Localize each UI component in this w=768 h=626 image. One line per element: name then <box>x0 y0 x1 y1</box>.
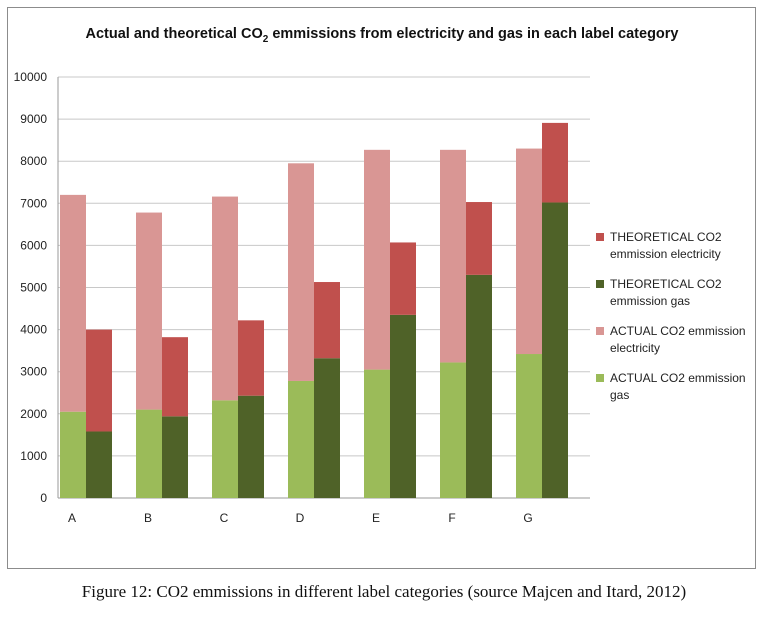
bar-actual-actual-co2-emmission-gas-f <box>440 362 466 498</box>
bar-actual-actual-co2-emmission-gas-g <box>516 354 542 498</box>
y-tick-label: 1000 <box>20 449 47 463</box>
bar-theoretical-theoretical-co2-emmission-gas-c <box>238 395 264 498</box>
bar-actual-actual-co2-emmission-electricity-g <box>516 148 542 355</box>
y-tick-label: 9000 <box>20 112 47 126</box>
x-tick-label-g: G <box>523 511 532 525</box>
bar-theoretical-theoretical-co2-emmission-electricity-b <box>162 337 188 417</box>
bar-actual-actual-co2-emmission-electricity-e <box>364 149 390 370</box>
bar-theoretical-theoretical-co2-emmission-electricity-a <box>86 329 112 432</box>
y-tick-label: 4000 <box>20 323 47 337</box>
figure-caption: Figure 12: CO2 emmissions in different l… <box>81 582 687 601</box>
bar-actual-actual-co2-emmission-electricity-f <box>440 149 466 363</box>
x-tick-label-b: B <box>144 511 152 525</box>
bar-theoretical-theoretical-co2-emmission-gas-d <box>314 358 340 498</box>
chart-svg: Actual and theoretical CO2 emmissions fr… <box>14 26 746 525</box>
legend-label: ACTUAL CO2 emmission <box>610 371 746 385</box>
bar-actual-actual-co2-emmission-gas-a <box>60 411 86 498</box>
bar-actual-actual-co2-emmission-electricity-a <box>60 194 86 412</box>
y-tick-label: 8000 <box>20 154 47 168</box>
bar-theoretical-theoretical-co2-emmission-electricity-f <box>466 202 492 275</box>
x-tick-label-f: F <box>448 511 455 525</box>
bar-actual-actual-co2-emmission-electricity-c <box>212 196 238 401</box>
legend-swatch <box>596 374 604 382</box>
bar-theoretical-theoretical-co2-emmission-gas-g <box>542 202 568 498</box>
bar-theoretical-theoretical-co2-emmission-electricity-g <box>542 122 568 203</box>
bar-theoretical-theoretical-co2-emmission-electricity-d <box>314 282 340 359</box>
legend-label: ACTUAL CO2 emmission <box>610 324 746 338</box>
bar-theoretical-theoretical-co2-emmission-electricity-e <box>390 242 416 315</box>
bar-theoretical-theoretical-co2-emmission-electricity-c <box>238 320 264 396</box>
x-tick-label-a: A <box>68 511 76 525</box>
bar-actual-actual-co2-emmission-electricity-d <box>288 163 314 381</box>
legend-label: THEORETICAL CO2 <box>610 277 722 291</box>
legend-swatch <box>596 280 604 288</box>
bar-actual-actual-co2-emmission-electricity-b <box>136 212 162 410</box>
y-tick-label: 5000 <box>20 281 47 295</box>
bar-theoretical-theoretical-co2-emmission-gas-b <box>162 416 188 498</box>
legend-label: electricity <box>610 341 660 355</box>
legend-label: emmission electricity <box>610 247 721 261</box>
legend-swatch <box>596 327 604 335</box>
x-tick-label-e: E <box>372 511 380 525</box>
legend-label: gas <box>610 388 629 402</box>
legend-swatch <box>596 233 604 241</box>
x-tick-label-c: C <box>220 511 229 525</box>
y-tick-label: 0 <box>40 491 47 505</box>
bar-theoretical-theoretical-co2-emmission-gas-a <box>86 431 112 498</box>
bar-actual-actual-co2-emmission-gas-c <box>212 400 238 498</box>
y-tick-label: 10000 <box>14 70 48 84</box>
chart-title: Actual and theoretical CO2 emmissions fr… <box>85 26 678 45</box>
y-tick-label: 3000 <box>20 365 47 379</box>
y-tick-label: 6000 <box>20 238 47 252</box>
legend-label: emmission gas <box>610 294 690 308</box>
x-tick-label-d: D <box>296 511 305 525</box>
bar-actual-actual-co2-emmission-gas-d <box>288 380 314 498</box>
bar-actual-actual-co2-emmission-gas-e <box>364 369 390 498</box>
bar-actual-actual-co2-emmission-gas-b <box>136 409 162 498</box>
legend-label: THEORETICAL CO2 <box>610 230 722 244</box>
bar-theoretical-theoretical-co2-emmission-gas-e <box>390 314 416 498</box>
bar-theoretical-theoretical-co2-emmission-gas-f <box>466 274 492 498</box>
y-tick-label: 7000 <box>20 196 47 210</box>
y-tick-label: 2000 <box>20 407 47 421</box>
